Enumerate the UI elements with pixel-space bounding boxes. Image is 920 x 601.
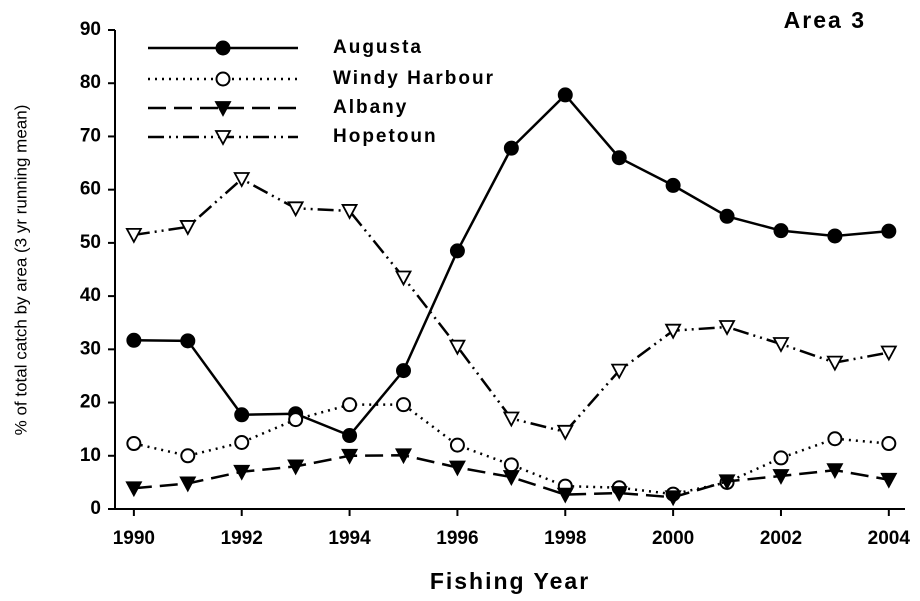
annotation: Area 3	[784, 7, 866, 33]
marker	[827, 228, 843, 244]
y-tick-label: 60	[80, 179, 101, 200]
marker	[664, 490, 682, 507]
marker	[288, 412, 304, 428]
marker	[556, 424, 574, 441]
x-tick-label: 1996	[436, 528, 478, 549]
legend-marker	[214, 130, 232, 146]
series-line	[133, 453, 890, 499]
marker	[449, 243, 465, 259]
series-line	[133, 177, 890, 434]
marker	[125, 481, 143, 498]
x-tick-label: 2000	[652, 528, 694, 549]
marker	[773, 223, 789, 239]
marker	[502, 470, 520, 486]
x-tick-label: 1990	[113, 528, 155, 549]
marker	[827, 431, 843, 447]
marker	[880, 345, 898, 362]
marker	[773, 450, 789, 466]
marker	[179, 220, 197, 236]
marker	[557, 87, 573, 103]
marker	[826, 463, 844, 480]
marker	[126, 332, 142, 348]
legend-marker	[215, 40, 231, 56]
x-tick-label: 1992	[221, 528, 263, 549]
marker	[233, 172, 251, 188]
legend-label: Albany	[333, 97, 408, 118]
marker	[287, 201, 305, 218]
marker	[772, 337, 790, 353]
marker	[448, 460, 466, 477]
y-axis-label: % of total catch by area (3 yr running m…	[11, 105, 30, 436]
marker	[126, 436, 142, 452]
marker	[394, 270, 413, 287]
legend-label: Augusta	[333, 37, 423, 58]
marker	[664, 323, 682, 340]
marker	[881, 436, 897, 452]
x-axis-label: Fishing Year	[430, 568, 590, 594]
marker	[826, 355, 844, 372]
marker	[503, 457, 519, 473]
marker	[341, 204, 359, 220]
marker	[718, 474, 736, 491]
y-tick-label: 50	[80, 232, 101, 253]
marker	[611, 150, 627, 166]
y-tick-label: 90	[80, 19, 101, 40]
y-tick-label: 80	[80, 72, 101, 93]
marker	[180, 448, 196, 464]
marker	[395, 363, 411, 379]
y-tick-label: 0	[90, 498, 101, 519]
marker	[718, 320, 736, 336]
x-tick-label: 1998	[544, 528, 586, 549]
marker	[772, 469, 790, 485]
y-tick-label: 70	[80, 125, 101, 146]
marker	[448, 339, 466, 356]
marker	[180, 333, 196, 349]
marker	[503, 140, 519, 156]
marker	[341, 448, 359, 465]
legend-label: Windy Harbour	[333, 68, 495, 89]
y-tick-label: 40	[80, 285, 101, 306]
marker	[179, 476, 197, 493]
marker	[719, 208, 735, 224]
marker	[342, 428, 358, 444]
marker	[449, 437, 465, 453]
x-tick-label: 2002	[760, 528, 802, 549]
marker	[234, 407, 250, 423]
y-tick-label: 20	[80, 392, 101, 413]
marker	[287, 459, 305, 476]
marker	[556, 487, 574, 504]
marker	[502, 411, 520, 428]
legend-label: Hopetoun	[333, 126, 438, 147]
y-tick-label: 30	[80, 338, 101, 359]
marker	[880, 472, 898, 489]
marker	[394, 448, 413, 465]
marker	[610, 486, 628, 502]
marker	[233, 464, 251, 481]
legend-marker	[214, 101, 232, 117]
marker	[665, 177, 681, 193]
marker	[610, 363, 628, 380]
legend-marker	[215, 71, 231, 87]
y-tick-label: 10	[80, 445, 101, 466]
marker	[881, 223, 897, 239]
x-tick-label: 2004	[868, 528, 911, 549]
marker	[395, 397, 411, 413]
marker	[342, 397, 358, 413]
x-tick-label: 1994	[328, 528, 371, 549]
marker	[125, 228, 143, 244]
marker	[234, 434, 250, 450]
